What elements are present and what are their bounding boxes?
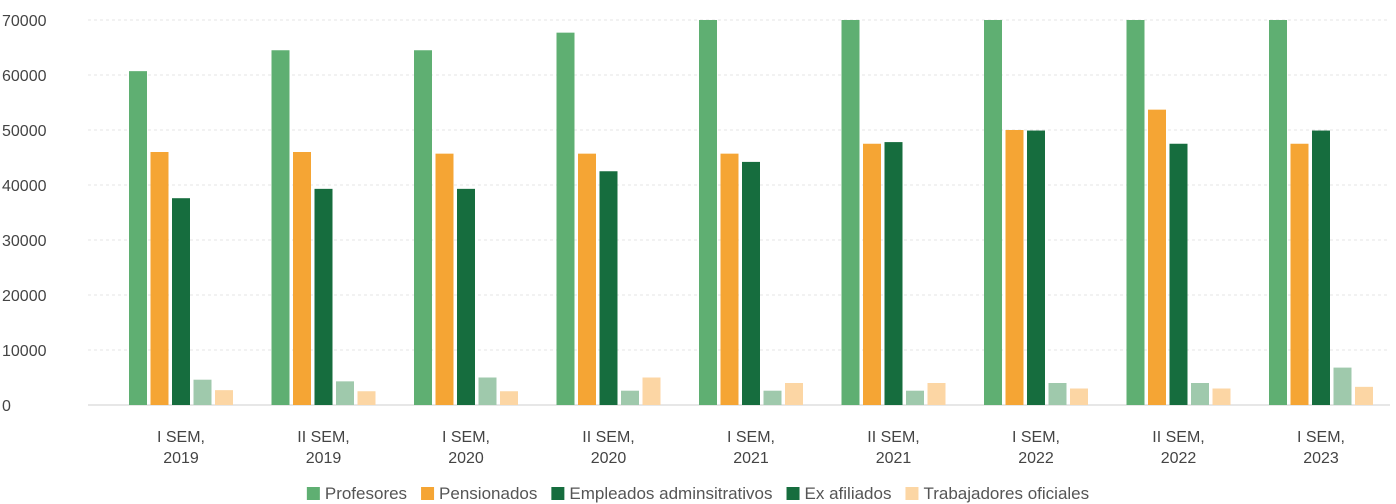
bar-profesores [129, 71, 147, 406]
bars [129, 20, 1373, 406]
bar-pensionados [435, 153, 454, 405]
bar-pensionados [1290, 143, 1309, 405]
bar-pensionados [863, 143, 881, 405]
bar-profesores [1126, 20, 1145, 405]
legend-swatch [421, 487, 435, 500]
legend-item: Pensionados [421, 484, 537, 503]
legend-label: Ex afiliados [805, 484, 892, 503]
bar-empleados-adminsitrativos [457, 188, 475, 405]
x-tick-label: 2020 [591, 450, 627, 467]
x-axis-ticks: I SEM, 2019 II SEM, 2019 I SEM, 2020 II SEM, 20… [157, 429, 1345, 467]
bar-pensionados [1148, 109, 1166, 406]
legend: Profesores Pensionados Empleados adminsitr… [306, 484, 1089, 503]
legend-label: Profesores [325, 484, 407, 503]
bar-trabajadores-oficiales [785, 383, 803, 405]
y-tick-label: 20000 [2, 288, 47, 305]
bar-empleados-adminsitrativos [1312, 130, 1330, 406]
legend-swatch [306, 487, 320, 500]
legend-label: Empleados adminsitrativos [569, 484, 772, 503]
x-tick-label: II SEM, [1152, 429, 1204, 446]
y-axis-ticks: 0 10000 20000 30000 40000 50000 60000 70000 [2, 13, 47, 415]
y-tick-label: 0 [2, 398, 11, 415]
legend-item: Ex afiliados [786, 484, 892, 503]
y-tick-label: 60000 [2, 68, 47, 85]
y-tick-label: 70000 [2, 13, 47, 30]
x-tick-label: 2020 [448, 450, 484, 467]
bar-trabajadores-oficiales [357, 391, 376, 405]
x-tick-label: I SEM, [727, 429, 775, 446]
x-tick-label: I SEM, [1297, 429, 1345, 446]
bar-pensionados [720, 153, 739, 405]
legend-item: Empleados adminsitrativos [551, 484, 773, 503]
legend-item: Profesores [306, 484, 407, 503]
bar-empleados-adminsitrativos [1027, 130, 1045, 406]
bar-profesores [1269, 20, 1287, 405]
bar-ex-afiliados [193, 379, 212, 405]
bar-profesores [984, 20, 1002, 405]
bar-pensionados [150, 152, 169, 405]
y-tick-label: 50000 [2, 123, 47, 140]
bar-trabajadores-oficiales [500, 391, 518, 405]
x-tick-label: II SEM, [867, 429, 919, 446]
x-tick-label: II SEM, [297, 429, 349, 446]
bar-empleados-adminsitrativos [314, 188, 333, 405]
bar-pensionados [293, 152, 311, 405]
x-tick-label: I SEM, [157, 429, 205, 446]
bar-ex-afiliados [621, 390, 639, 405]
bar-trabajadores-oficiales [1212, 388, 1231, 405]
bar-profesores [841, 20, 860, 405]
x-tick-label: 2019 [163, 450, 199, 467]
legend-label: Pensionados [439, 484, 537, 503]
bar-profesores [556, 32, 575, 406]
bar-ex-afiliados [1048, 383, 1067, 405]
y-tick-label: 30000 [2, 233, 47, 250]
bar-empleados-adminsitrativos [1169, 143, 1188, 405]
bar-trabajadores-oficiales [1070, 388, 1088, 405]
bar-profesores [414, 50, 432, 405]
legend-item: Trabajadores oficiales [905, 484, 1089, 503]
bar-ex-afiliados [336, 381, 354, 405]
bar-trabajadores-oficiales [215, 390, 233, 405]
x-tick-label: II SEM, [582, 429, 634, 446]
bar-ex-afiliados [763, 390, 782, 405]
bar-empleados-adminsitrativos [742, 161, 760, 405]
bar-ex-afiliados [1333, 367, 1352, 405]
bar-empleados-adminsitrativos [172, 198, 190, 405]
x-tick-label: 2021 [733, 450, 769, 467]
x-tick-label: I SEM, [442, 429, 490, 446]
bar-ex-afiliados [478, 377, 497, 405]
x-tick-label: I SEM, [1012, 429, 1060, 446]
x-tick-label: 2019 [306, 450, 342, 467]
bar-ex-afiliados [1191, 383, 1209, 405]
bar-trabajadores-oficiales [927, 383, 946, 405]
bar-trabajadores-oficiales [1355, 386, 1373, 405]
bar-pensionados [578, 153, 596, 405]
bar-trabajadores-oficiales [642, 377, 661, 405]
bar-pensionados [1005, 130, 1024, 405]
bar-ex-afiliados [906, 390, 924, 405]
legend-swatch [551, 487, 565, 500]
y-tick-label: 40000 [2, 178, 47, 195]
legend-swatch [786, 487, 800, 500]
y-tick-label: 10000 [2, 343, 47, 360]
legend-swatch [905, 487, 919, 500]
legend-label: Trabajadores oficiales [923, 484, 1089, 503]
bar-profesores [699, 20, 717, 405]
bar-empleados-adminsitrativos [599, 171, 618, 405]
x-tick-label: 2023 [1303, 450, 1339, 467]
x-tick-label: 2021 [876, 450, 912, 467]
x-tick-label: 2022 [1161, 450, 1197, 467]
bar-empleados-adminsitrativos [884, 142, 903, 405]
bar-profesores [271, 50, 290, 405]
x-tick-label: 2022 [1018, 450, 1054, 467]
